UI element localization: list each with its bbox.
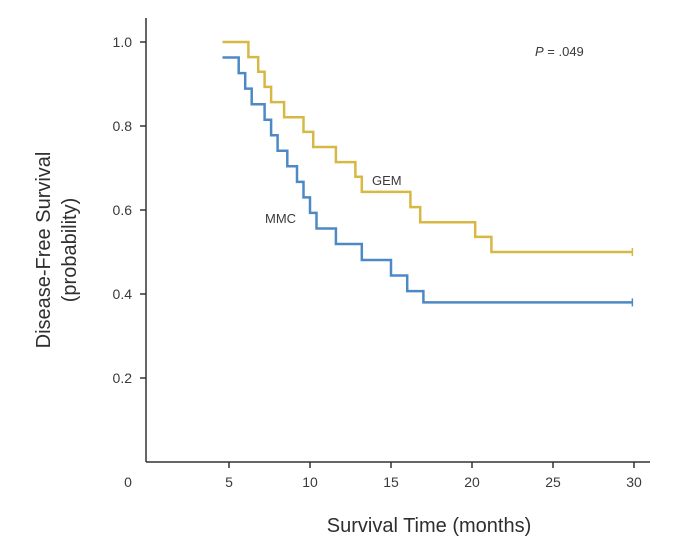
y-tick-label: 0.8 <box>113 118 133 134</box>
y-ticks: 0.2 0.4 0.6 0.8 1.0 <box>113 34 146 386</box>
x-tick-label: 20 <box>464 474 480 490</box>
x-ticks: 0 5 10 15 20 25 30 <box>124 462 642 490</box>
x-tick-label: 25 <box>545 474 561 490</box>
y-axis-title-line2: (probability) <box>59 198 81 302</box>
series-label-gem: GEM <box>372 173 402 188</box>
y-tick-label: 0.6 <box>113 202 133 218</box>
x-axis-title: Survival Time (months) <box>327 515 532 537</box>
y-tick-label: 0.4 <box>113 286 133 302</box>
x-tick-label: 5 <box>225 474 233 490</box>
series-line-gem <box>222 40 633 254</box>
y-tick-label: 1.0 <box>113 34 133 50</box>
x-tick-label: 15 <box>383 474 399 490</box>
p-value-letter: P <box>535 44 544 59</box>
series-line-mmc <box>222 56 633 304</box>
series-layer <box>222 40 634 307</box>
p-value-rest: = .049 <box>544 44 584 59</box>
y-tick-label: 0.2 <box>113 370 133 386</box>
series-label-mmc: MMC <box>265 211 296 226</box>
x-tick-label: 0 <box>124 474 132 490</box>
x-tick-label: 30 <box>626 474 642 490</box>
y-axis-title-line1: Disease-Free Survival <box>33 152 55 349</box>
x-tick-label: 10 <box>302 474 318 490</box>
p-value-annotation: P = .049 <box>535 44 584 59</box>
